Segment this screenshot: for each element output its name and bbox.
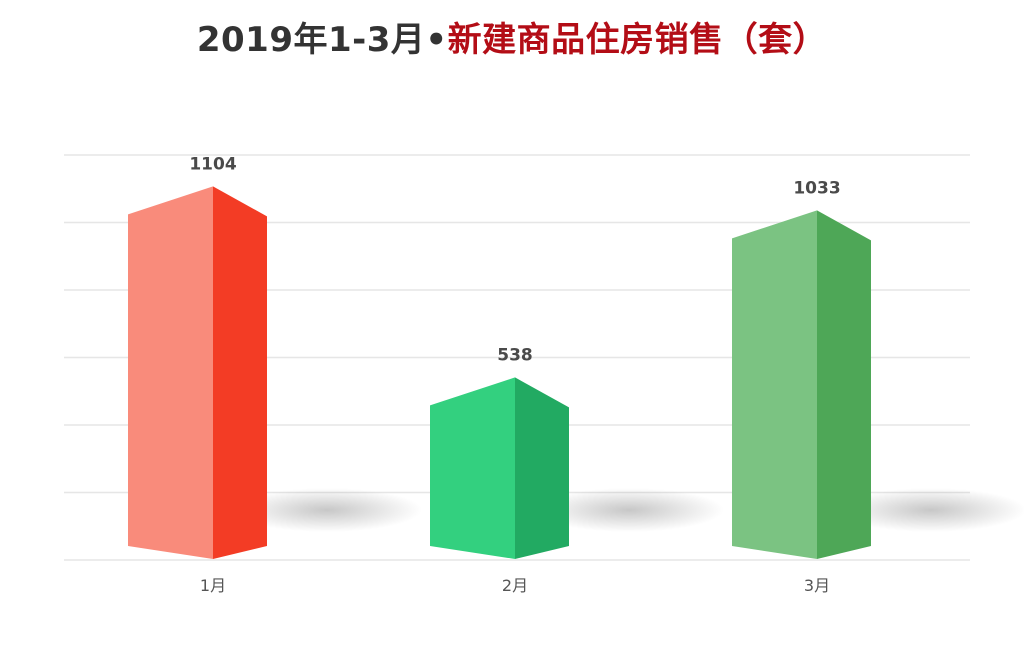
data-label: 1104 [189, 154, 236, 174]
bar-front-face [430, 377, 515, 559]
bar-shadows [232, 488, 1024, 532]
bar-shadow [534, 488, 724, 532]
x-axis-labels: 1月 2月 3月 [200, 576, 830, 595]
bar-front-face [128, 186, 213, 559]
chart-title: 2019年1-3月•新建商品住房销售（套） [0, 12, 1024, 61]
chart-title-subject: 新建商品住房销售（套） [447, 20, 828, 60]
chart-title-date: 2019年1-3月• [196, 20, 448, 60]
bar-shadow [232, 488, 422, 532]
bars [128, 186, 871, 560]
value-labels: 1104 538 1033 [189, 154, 840, 365]
bar-side-face [213, 186, 267, 559]
bar-front-face [732, 210, 817, 560]
bar-shadow [836, 488, 1024, 532]
bar-side-face [817, 210, 871, 560]
x-tick-label: 2月 [502, 576, 528, 595]
x-tick-label: 1月 [200, 576, 226, 595]
bar-side-face [515, 377, 569, 559]
data-label: 538 [497, 345, 533, 365]
x-tick-label: 3月 [804, 576, 830, 595]
data-label: 1033 [793, 178, 840, 198]
